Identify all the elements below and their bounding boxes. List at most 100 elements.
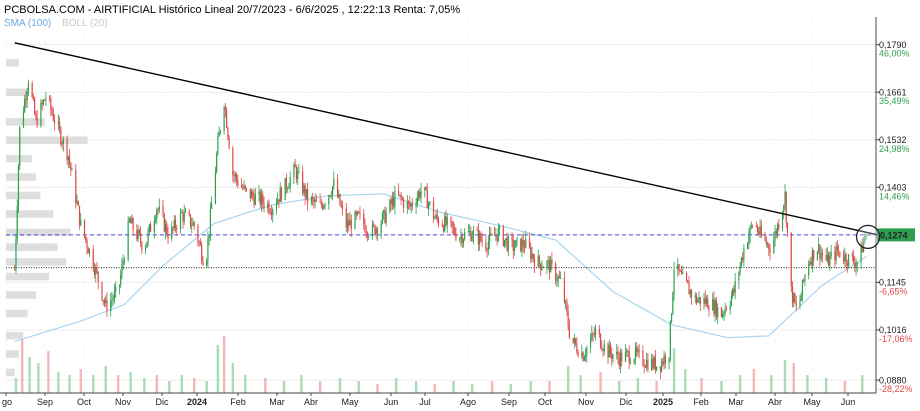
price-candle-body [368, 236, 370, 237]
price-candle-body [426, 189, 428, 209]
price-candle-body [663, 355, 665, 365]
price-candle-body [567, 311, 569, 326]
price-candle-body [88, 249, 91, 254]
price-candle-body [191, 225, 193, 227]
price-candle-body [454, 227, 456, 235]
price-candle-body [71, 169, 73, 171]
price-candle-body [269, 212, 271, 213]
x-tick-label: Feb [693, 397, 709, 407]
price-candle-body [333, 179, 335, 187]
price-candle-body [800, 295, 802, 302]
price-candle-body [556, 280, 558, 282]
price-candle-body [85, 236, 87, 241]
price-candle-body [410, 203, 412, 207]
price-candle-body [176, 228, 178, 230]
price-candle-body [92, 249, 94, 269]
price-candle-body [769, 248, 771, 253]
price-candle-body [864, 238, 866, 243]
price-candle-body [341, 206, 344, 209]
volume-bar [720, 381, 723, 393]
price-candle-body [105, 299, 107, 303]
volume-bar [244, 375, 247, 393]
price-candle-body [237, 179, 239, 186]
price-candle-body [409, 202, 411, 207]
x-tick-label: Jun [841, 397, 856, 407]
price-candle-body [314, 199, 316, 203]
y-tick-label: 0,1016 [879, 325, 907, 335]
y-tick-label: 0,1790 [879, 40, 907, 50]
volume-bar [509, 384, 512, 393]
price-candle-body [778, 224, 780, 229]
price-candle-body [216, 154, 218, 172]
price-candle-body [416, 197, 418, 205]
price-candle-body [749, 226, 751, 236]
price-candle-body [157, 209, 159, 211]
price-candle-body [103, 300, 106, 303]
price-candle-body [36, 117, 38, 126]
price-candle-body [568, 325, 570, 338]
price-candle-body [31, 82, 33, 98]
price-candle-body [844, 253, 846, 262]
price-candle-body [730, 295, 733, 305]
price-candle-body [633, 359, 635, 363]
price-candle-body [472, 229, 475, 237]
volume-bar [357, 381, 360, 393]
volume-bar [770, 375, 773, 393]
price-candle-body [546, 262, 548, 268]
boll-legend-label: BOLL (20) [62, 18, 108, 29]
price-candle-body [682, 272, 684, 274]
price-candle-body [121, 264, 123, 276]
volume-bar [672, 348, 676, 393]
price-candle-body [339, 194, 341, 206]
volume-bar [684, 369, 687, 393]
price-candle-body [349, 219, 351, 226]
volume-bar [216, 345, 220, 393]
price-candle-body [444, 216, 446, 231]
price-candle-body [310, 197, 312, 203]
volume-bar [783, 360, 787, 393]
x-tick-label: Abr [768, 397, 782, 407]
y-tick-percent: 35,49% [879, 96, 910, 106]
price-candle-body [533, 258, 536, 267]
volume-bar [264, 378, 267, 393]
price-candle-body [695, 295, 698, 303]
price-candle-body [445, 216, 447, 225]
price-candle-body [609, 344, 612, 354]
price-candle-body [366, 232, 369, 237]
sma-layer [14, 193, 867, 342]
price-candle-body [446, 217, 448, 225]
price-candle-body [459, 238, 461, 240]
price-candle-body [199, 242, 202, 246]
price-candle-body [51, 109, 53, 114]
volume-bar [599, 372, 602, 393]
volume-bar [700, 378, 703, 393]
volume-bar [47, 351, 50, 393]
x-tick-label: Jul [419, 397, 431, 407]
price-candle-body [505, 238, 507, 240]
price-candle-body [234, 174, 236, 177]
price-candle-body [618, 357, 620, 367]
price-candle-body [495, 235, 497, 237]
price-candle-body [738, 272, 740, 282]
price-candle-body [435, 214, 437, 219]
price-candle-body [809, 261, 811, 265]
price-candle-body [67, 156, 69, 161]
price-candle-body [542, 267, 544, 269]
volume-profile-bar [6, 173, 37, 181]
price-candle-body [669, 321, 671, 358]
price-candle-body [243, 185, 245, 189]
x-tick-label: Abr [304, 397, 318, 407]
price-candle-body [776, 224, 779, 234]
price-candle-body [228, 137, 230, 149]
volume-bar [92, 375, 95, 393]
price-candle-body [511, 236, 513, 241]
volume-bar [28, 357, 31, 393]
price-candle-body [750, 225, 752, 227]
price-candle-body [232, 148, 234, 176]
price-candle-body [376, 228, 379, 234]
price-candle-body [123, 260, 126, 262]
volume-bar [68, 375, 71, 393]
price-candle-body [765, 240, 767, 245]
price-candle-body [262, 194, 264, 204]
